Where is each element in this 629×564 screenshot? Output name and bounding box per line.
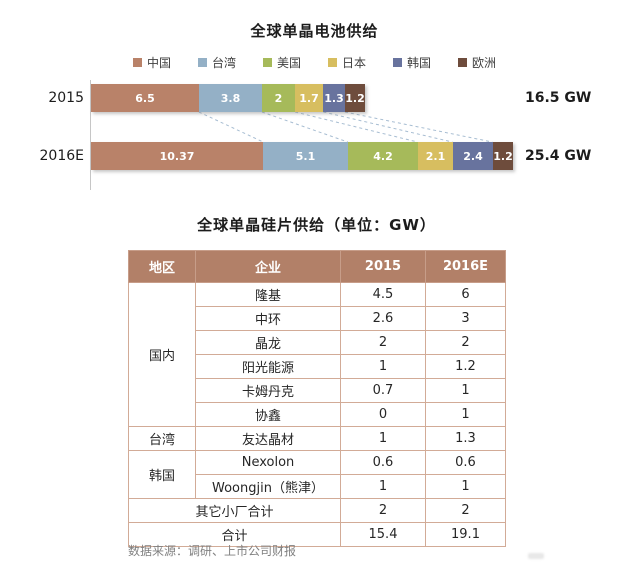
value-cell-v2016e: 2 <box>425 330 506 355</box>
faint-watermark <box>528 553 544 559</box>
table-row: 台湾 友达晶材 1 1.3 <box>128 426 506 451</box>
bar-segment: 1.2 <box>493 142 513 170</box>
bar-total-label: 16.5 GW <box>525 90 592 106</box>
legend-swatch-icon <box>197 58 207 67</box>
table-row: 合计 15.4 19.1 <box>128 522 506 547</box>
bar-segment: 1.2 <box>345 84 365 112</box>
value-cell-v2015: 2 <box>340 498 426 523</box>
value-cell-v2015: 0 <box>340 402 426 427</box>
value-cell-v2016e: 3 <box>425 306 506 331</box>
value-cell-v2016e: 1.2 <box>425 354 506 379</box>
legend-swatch-icon <box>393 58 403 67</box>
value-cell-v2016e: 1 <box>425 474 506 499</box>
value-cell-v2016e: 1 <box>425 402 506 427</box>
region-cell: 国内 <box>128 282 196 427</box>
value-cell-v2016e: 2 <box>425 498 506 523</box>
legend-swatch-icon <box>132 58 142 67</box>
stacked-bar-2015: 6.5 3.8 2 1.7 1.3 1.2 <box>91 84 365 112</box>
legend-item: 美国 <box>262 54 301 71</box>
y-axis-line <box>90 80 91 190</box>
legend-label: 美国 <box>276 56 301 70</box>
value-cell-v2015: 1 <box>340 426 426 451</box>
bar-category-label: 2015 <box>48 90 84 106</box>
bar-segment: 1.3 <box>323 84 345 112</box>
legend-item: 日本 <box>328 54 366 71</box>
summary-label-cell: 其它小厂合计 <box>128 498 341 523</box>
table-row: 国内 隆基 4.5 6 <box>128 282 506 427</box>
stacked-bar-chart: 2015 6.5 3.8 2 1.7 1.3 1.2 16.5 GW 2016E 10.37 5.1… <box>0 80 629 195</box>
legend-item: 韩国 <box>393 54 431 71</box>
legend-label: 日本 <box>342 56 367 70</box>
company-cell: 友达晶材 <box>195 426 341 451</box>
col-header-company: 企业 <box>195 250 341 283</box>
company-cell: 协鑫 <box>195 402 341 427</box>
value-cell-v2016e: 1.3 <box>425 426 506 451</box>
value-cell-v2015: 4.5 <box>340 282 426 307</box>
value-cell-v2015: 2.6 <box>340 306 426 331</box>
value-cell-v2015: 2 <box>340 330 426 355</box>
company-cell: 隆基 <box>195 282 341 307</box>
table-row: 协鑫 0 1 <box>129 402 506 427</box>
data-source-note: 数据来源：调研、上市公司财报 <box>128 544 297 558</box>
bar-segment: 6.5 <box>91 84 199 112</box>
bar-segment: 2.4 <box>453 142 493 170</box>
bar-total-label: 25.4 GW <box>525 148 592 164</box>
bar-segment: 3.8 <box>199 84 262 112</box>
table-row: 中环 2.6 3 <box>129 306 506 331</box>
table-title: 全球单晶硅片供给（单位：GW） <box>197 216 436 234</box>
legend-item: 中国 <box>132 54 171 71</box>
legend-item: 欧洲 <box>458 54 496 71</box>
value-cell-v2016e: 19.1 <box>425 522 506 547</box>
value-cell-v2016e: 0.6 <box>425 450 506 475</box>
bar-segment: 5.1 <box>263 142 348 170</box>
chart-legend: 中国 台湾 美国 日本 韩国 欧洲 <box>0 54 629 71</box>
table-row: 晶龙 2 2 <box>129 330 506 355</box>
bar-segment: 1.7 <box>295 84 323 112</box>
company-cell: Woongjin（熊津） <box>195 474 341 499</box>
legend-swatch-icon <box>262 58 272 67</box>
company-cell: 中环 <box>195 306 341 331</box>
region-cell: 韩国 <box>128 450 196 499</box>
summary-label-cell: 合计 <box>128 522 341 547</box>
region-cell: 台湾 <box>128 426 196 451</box>
stacked-bar-2016E: 10.37 5.1 4.2 2.1 2.4 1.2 <box>91 142 513 170</box>
value-cell-v2015: 0.6 <box>340 450 426 475</box>
bar-segment: 2.1 <box>418 142 453 170</box>
col-header-2016e: 2016E <box>425 250 506 283</box>
bar-segment: 10.37 <box>91 142 263 170</box>
col-header-2015: 2015 <box>340 250 426 283</box>
legend-label: 欧洲 <box>472 56 497 70</box>
table-header-row: 地区 企业 2015 2016E <box>128 250 506 283</box>
legend-item: 台湾 <box>197 54 236 71</box>
wafer-supply-table: 地区 企业 2015 2016E 国内 隆基 4.5 6 中环 2.6 3 晶龙 2 2 阳光能源 1… <box>128 250 506 547</box>
col-header-region: 地区 <box>128 250 196 283</box>
legend-label: 台湾 <box>211 56 236 70</box>
value-cell-v2015: 1 <box>340 474 426 499</box>
company-cell: 阳光能源 <box>195 354 341 379</box>
company-cell: 晶龙 <box>195 330 341 355</box>
chart-title: 全球单晶电池供给 <box>250 22 379 40</box>
legend-label: 韩国 <box>407 56 432 70</box>
bar-segment: 2 <box>262 84 295 112</box>
value-cell-v2015: 0.7 <box>340 378 426 403</box>
legend-swatch-icon <box>458 58 468 67</box>
table-row: 阳光能源 1 1.2 <box>129 354 506 379</box>
legend-swatch-icon <box>328 58 337 67</box>
legend-label: 中国 <box>146 56 171 70</box>
value-cell-v2016e: 1 <box>425 378 506 403</box>
table-row: 其它小厂合计 2 2 <box>128 498 506 523</box>
bar-category-label: 2016E <box>39 148 84 164</box>
company-cell: 卡姆丹克 <box>195 378 341 403</box>
table-row: 卡姆丹克 0.7 1 <box>129 378 506 403</box>
table-row: 韩国 Nexolon 0.6 0.6 <box>128 450 506 499</box>
value-cell-v2015: 15.4 <box>340 522 426 547</box>
company-cell: Nexolon <box>195 450 341 475</box>
value-cell-v2016e: 6 <box>425 282 506 307</box>
bar-segment: 4.2 <box>348 142 418 170</box>
value-cell-v2015: 1 <box>340 354 426 379</box>
